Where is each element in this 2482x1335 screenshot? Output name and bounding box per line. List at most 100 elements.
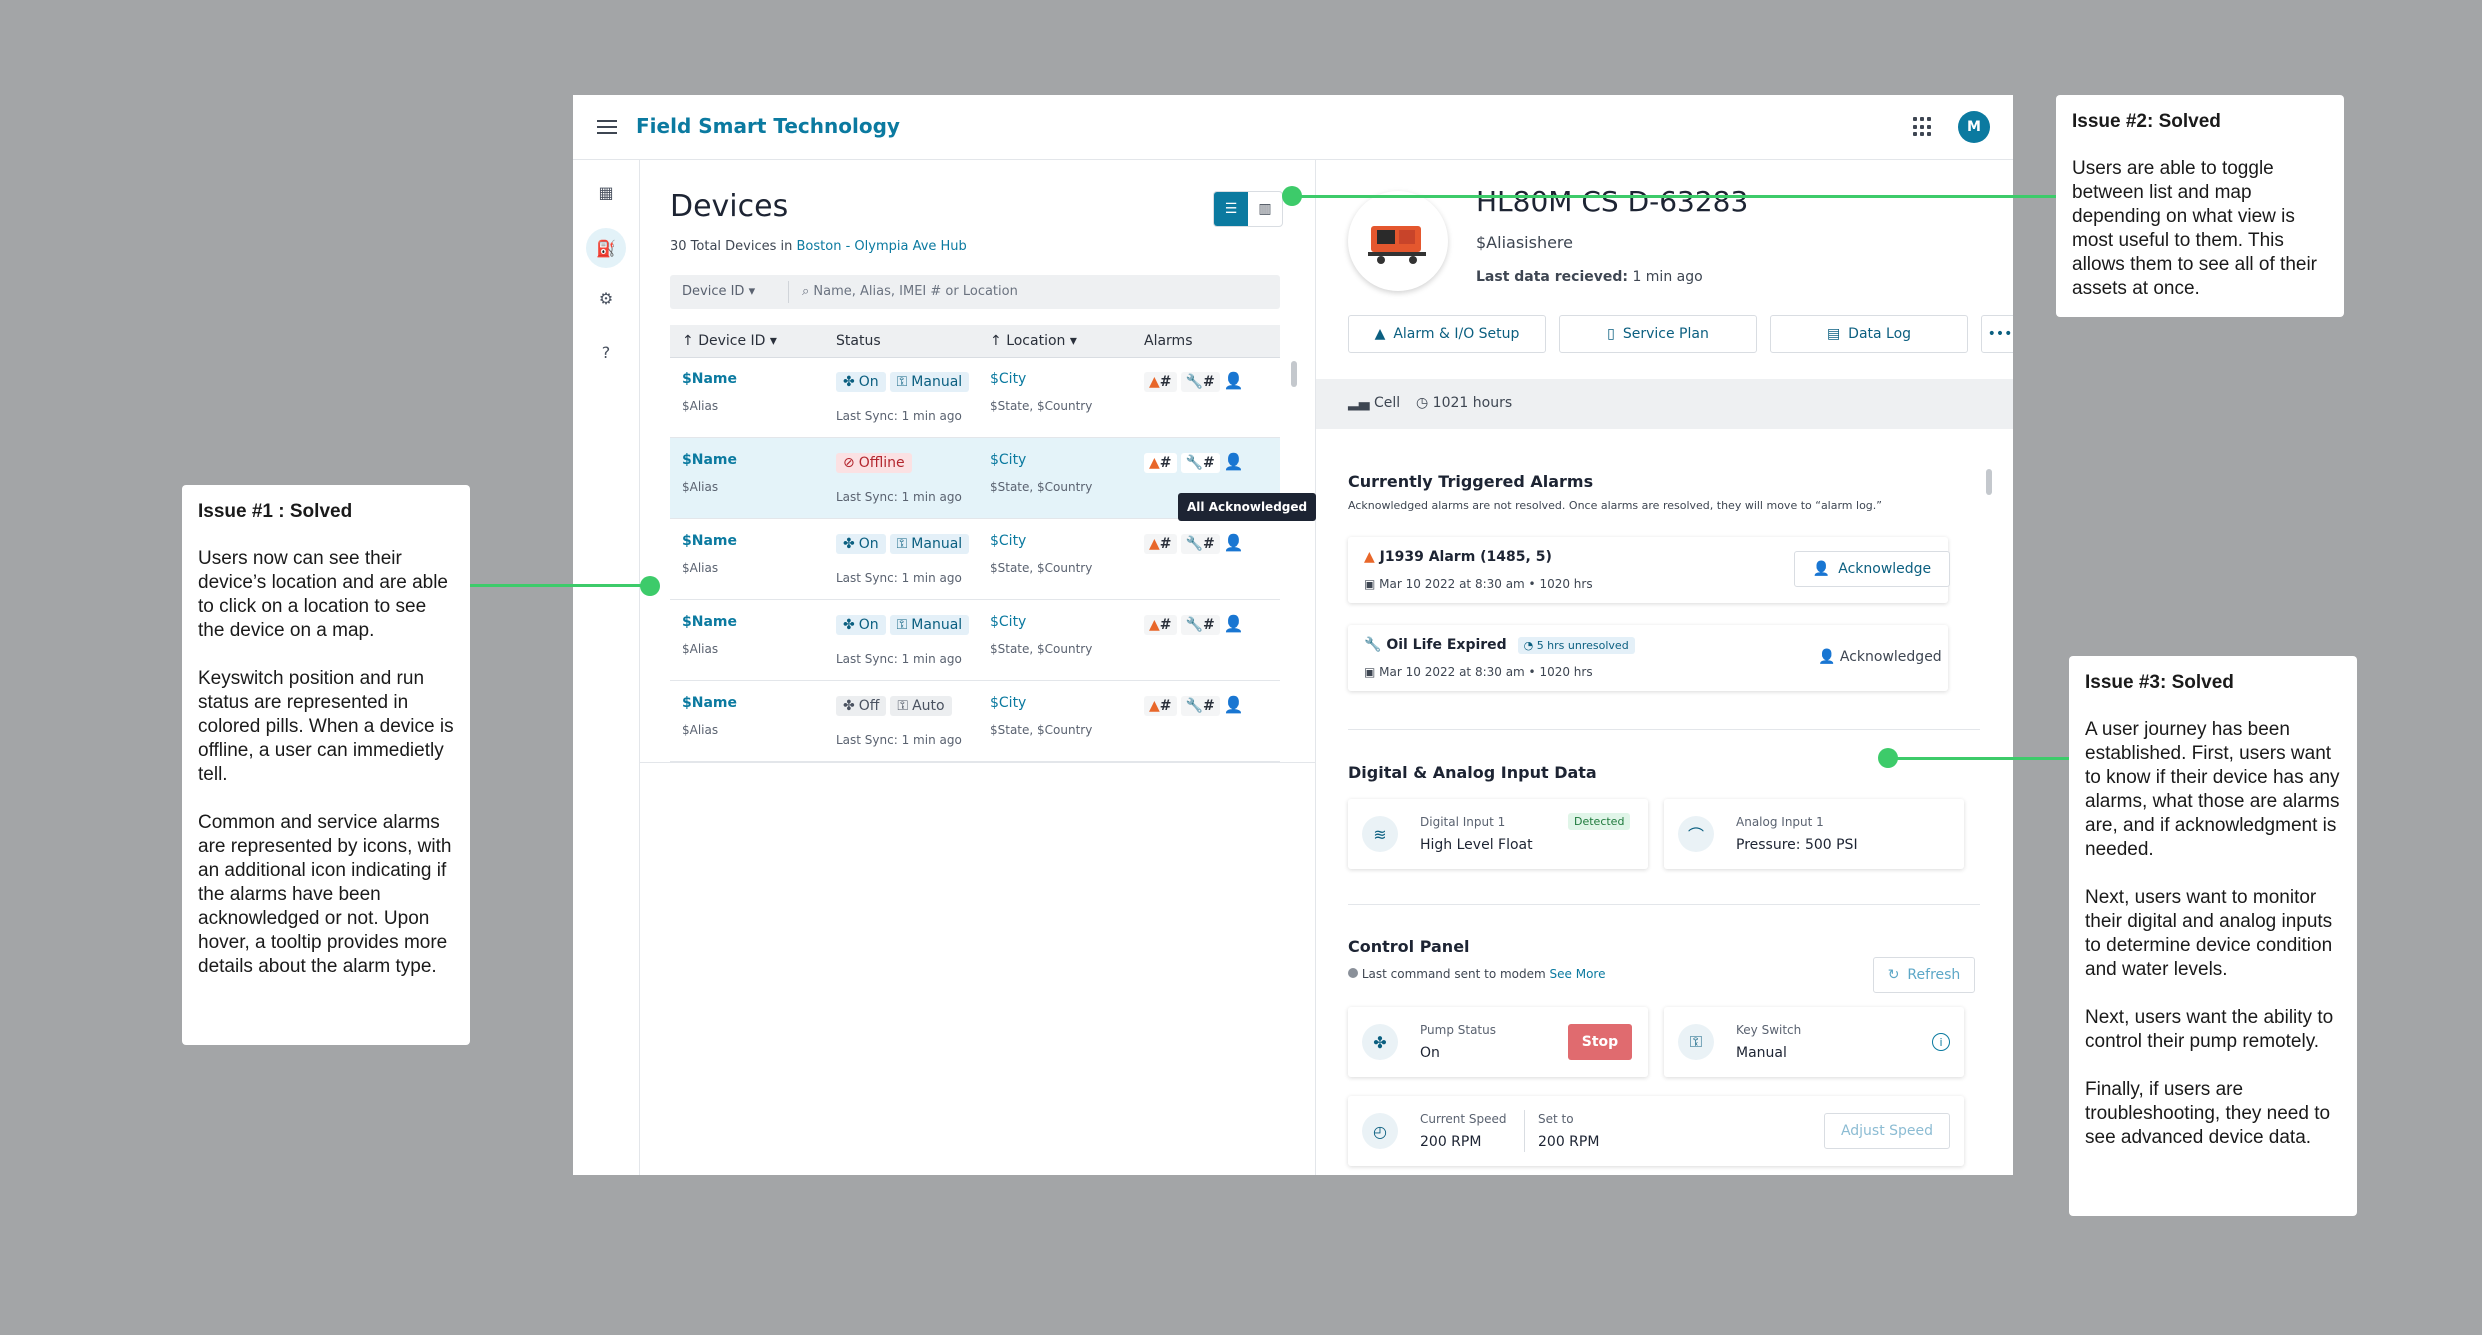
city-link[interactable]: $City	[990, 695, 1027, 711]
device-name-link[interactable]: $Name	[682, 452, 737, 468]
status-pills: ⊘ Offline	[836, 452, 916, 473]
connector-dot	[1878, 748, 1898, 768]
hamburger-menu-icon[interactable]	[597, 117, 617, 135]
search-input[interactable]: ⌕ Name, Alias, IMEI # or Location	[802, 284, 1018, 299]
device-name-link[interactable]: $Name	[682, 371, 737, 387]
run-status-label: Off	[858, 698, 880, 714]
list-scrollbar[interactable]	[1291, 361, 1297, 387]
section-divider	[1348, 904, 1980, 905]
settings-icon[interactable]: ⚙	[598, 288, 614, 308]
table-row[interactable]: $Name $Alias ⊘ Offline Last Sync: 1 min a…	[670, 438, 1280, 519]
data-log-button[interactable]: ▤ Data Log	[1770, 315, 1968, 353]
service-alarm-count: #	[1202, 698, 1215, 714]
status-pills: ✤ On ⚿ Manual	[836, 371, 973, 392]
state-country: $State, $Country	[990, 642, 1093, 656]
fan-icon: ✤	[843, 536, 855, 552]
service-alarm-badge[interactable]: 🔧 #	[1180, 453, 1220, 473]
hub-location-link[interactable]: Boston - Olympia Ave Hub	[796, 239, 967, 254]
warning-icon: ▲	[1149, 536, 1160, 552]
service-alarm-count: #	[1202, 374, 1215, 390]
th-location[interactable]: ↑ Location ▾	[990, 333, 1077, 349]
last-data-label: Last data recieved:	[1476, 269, 1628, 285]
analog-input-value: Pressure: 500 PSI	[1736, 837, 1858, 853]
device-name-link[interactable]: $Name	[682, 533, 737, 549]
common-alarm-badge[interactable]: ▲ #	[1144, 696, 1177, 716]
acknowledged-label: Acknowledged	[1839, 649, 1942, 665]
adjust-speed-button[interactable]: Adjust Speed	[1824, 1113, 1950, 1149]
th-device-id-label: Device ID	[698, 333, 766, 349]
service-plan-label: Service Plan	[1622, 326, 1709, 342]
warning-icon: ▲	[1149, 698, 1160, 714]
analog-input-label: Analog Input 1	[1736, 815, 1824, 829]
service-alarm-badge[interactable]: 🔧 #	[1180, 372, 1220, 392]
common-alarm-badge[interactable]: ▲ #	[1144, 453, 1177, 473]
info-icon[interactable]: i	[1932, 1033, 1950, 1051]
service-alarm-badge[interactable]: 🔧 #	[1180, 534, 1220, 554]
connector-line	[1300, 195, 2056, 198]
offline-status-pill: ⊘ Offline	[836, 453, 912, 473]
common-alarm-badge[interactable]: ▲ #	[1144, 615, 1177, 635]
device-id-select[interactable]: Device ID ▾	[682, 284, 755, 299]
acknowledged-user-icon[interactable]: 👤	[1223, 695, 1244, 714]
alarm-io-setup-button[interactable]: ▲ Alarm & I/O Setup	[1348, 315, 1546, 353]
alarm-icons: ▲ # 🔧 # 👤	[1144, 533, 1244, 554]
th-status[interactable]: Status	[836, 333, 881, 349]
key-switch-pill: ⚿ Manual	[889, 372, 970, 392]
more-options-button[interactable]: •••	[1981, 315, 2013, 353]
alarm-date: ▣ Mar 10 2022 at 8:30 am • 1020 hrs	[1364, 665, 1593, 679]
run-status-label: Offline	[858, 455, 905, 471]
refresh-button[interactable]: ↻ Refresh	[1873, 957, 1975, 993]
device-name-link[interactable]: $Name	[682, 695, 737, 711]
city-link[interactable]: $City	[990, 452, 1027, 468]
common-alarm-badge[interactable]: ▲ #	[1144, 534, 1177, 554]
wrench-icon: 🔧	[1185, 455, 1203, 471]
common-alarm-badge[interactable]: ▲ #	[1144, 372, 1177, 392]
service-alarm-badge[interactable]: 🔧 #	[1180, 615, 1220, 635]
issue-2-title: Issue #2: Solved	[2072, 111, 2221, 132]
search-icon: ⌕	[802, 284, 810, 299]
device-name-link[interactable]: $Name	[682, 614, 737, 630]
devices-icon[interactable]: ⛽	[586, 228, 626, 268]
acknowledged-user-icon[interactable]: 👤	[1223, 371, 1244, 390]
common-alarm-count: #	[1159, 536, 1172, 552]
alarm-icons: ▲ # 🔧 # 👤	[1144, 452, 1244, 473]
last-data: Last data recieved: 1 min ago	[1476, 269, 1703, 285]
state-country: $State, $Country	[990, 723, 1093, 737]
table-row[interactable]: $Name $Alias ✤ On ⚿ Manual Last Sync: 1 min…	[670, 357, 1280, 438]
map-view-icon[interactable]: ▥	[1258, 201, 1272, 217]
avatar[interactable]: M	[1958, 111, 1990, 143]
chart-icon: ▤	[1826, 326, 1841, 342]
more-icon: •••	[1987, 326, 2013, 342]
service-plan-button[interactable]: ▯ Service Plan	[1559, 315, 1757, 353]
user-check-icon: 👤	[1812, 561, 1831, 577]
city-link[interactable]: $City	[990, 533, 1027, 549]
acknowledged-user-icon[interactable]: 👤	[1223, 533, 1244, 552]
alarm-date-value: Mar 10 2022 at 8:30 am • 1020 hrs	[1379, 665, 1593, 679]
acknowledged-user-icon[interactable]: 👤	[1223, 614, 1244, 633]
service-alarm-badge[interactable]: 🔧 #	[1180, 696, 1220, 716]
acknowledge-button[interactable]: 👤 Acknowledge	[1794, 551, 1950, 587]
brand-title[interactable]: Field Smart Technology	[636, 114, 900, 138]
key-icon: ⚿	[1678, 1024, 1714, 1060]
list-view-icon[interactable]: ☰	[1214, 192, 1248, 226]
devices-count: 30 Total Devices in	[670, 239, 797, 254]
table-row[interactable]: $Name $Alias ✤ Off ⚿ Auto Last Sync: 1 min …	[670, 681, 1280, 762]
connector-line	[1895, 757, 2069, 760]
apps-grid-icon[interactable]	[1913, 117, 1933, 137]
acknowledged-user-icon[interactable]: 👤	[1223, 452, 1244, 471]
last-sync: Last Sync: 1 min ago	[836, 571, 962, 585]
key-switch-label: Auto	[912, 698, 945, 714]
issue-1-paragraph: Users now can see their device’s locatio…	[198, 548, 448, 641]
table-row[interactable]: $Name $Alias ✤ On ⚿ Manual Last Sync: 1 min…	[670, 519, 1280, 600]
detail-scrollbar[interactable]	[1986, 469, 1992, 495]
dashboard-icon[interactable]: ▦	[598, 182, 614, 202]
help-icon[interactable]: ?	[601, 342, 611, 362]
city-link[interactable]: $City	[990, 614, 1027, 630]
table-row[interactable]: $Name $Alias ✤ On ⚿ Manual Last Sync: 1 min…	[670, 600, 1280, 681]
stop-button[interactable]: Stop	[1568, 1024, 1632, 1060]
city-link[interactable]: $City	[990, 371, 1027, 387]
th-device-id[interactable]: ↑ Device ID ▾	[682, 333, 777, 349]
th-alarms[interactable]: Alarms	[1144, 333, 1193, 349]
device-stats-band: ▂▄ Cell ◷ 1021 hours	[1316, 379, 2013, 429]
see-more-link[interactable]: See More	[1549, 967, 1606, 981]
